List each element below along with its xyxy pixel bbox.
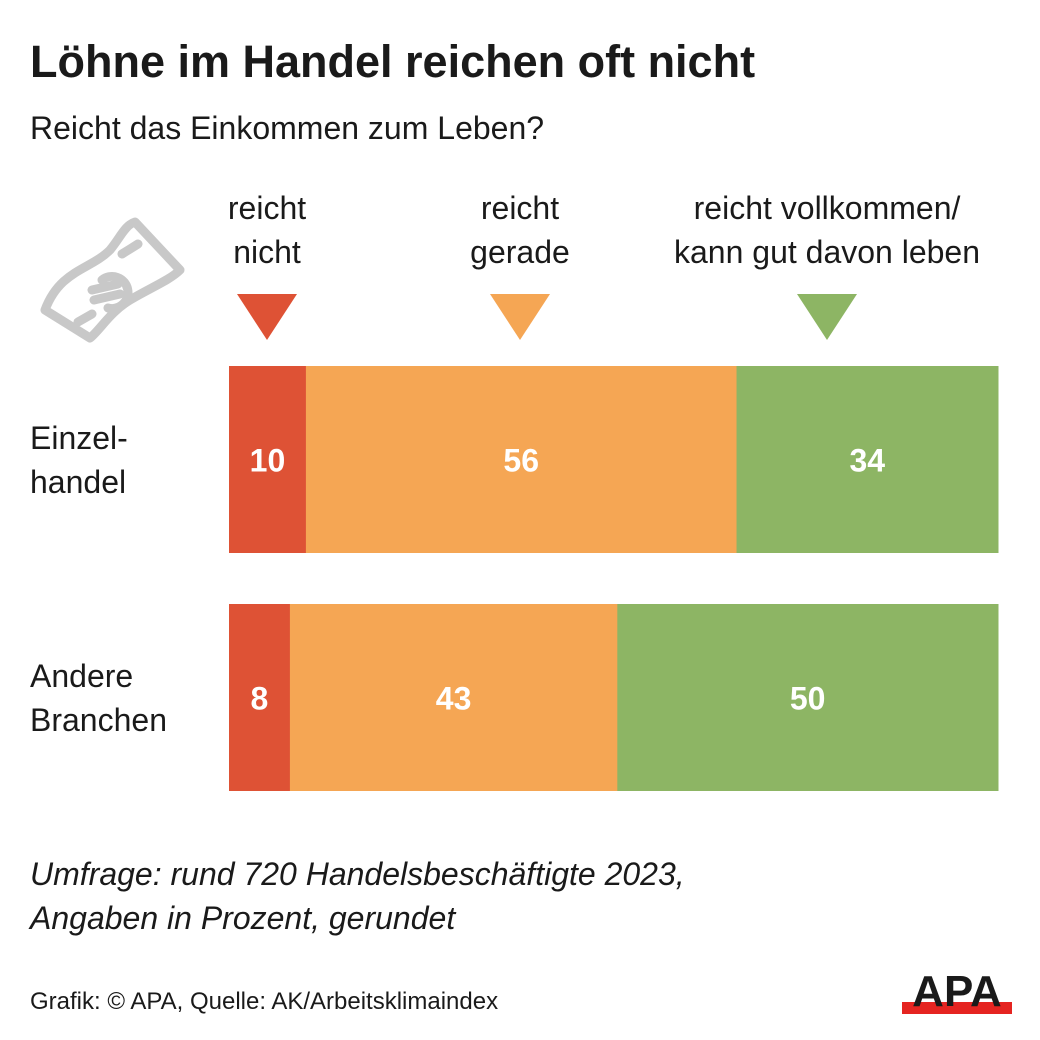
bar-segment xyxy=(617,604,999,791)
legend-label: reicht vollkommen/ kann gut davon leben xyxy=(673,190,981,270)
chart-title: Löhne im Handel reichen oft nicht xyxy=(30,36,756,87)
legend-marker-triangle xyxy=(237,294,297,340)
data-label: 10 xyxy=(250,443,286,479)
data-label: 8 xyxy=(251,681,269,717)
data-label: 56 xyxy=(503,443,539,479)
apa-logo: APA xyxy=(902,968,1012,1016)
category-label: Einzel- handel xyxy=(30,419,128,500)
euro-banknote-icon xyxy=(40,217,185,343)
category-label: Andere Branchen xyxy=(30,657,167,738)
legend-marker-triangle xyxy=(797,294,857,340)
bar-segment xyxy=(229,366,307,553)
bar-segment xyxy=(289,604,618,791)
data-label: 43 xyxy=(436,681,472,717)
data-label: 34 xyxy=(849,443,885,479)
data-label: 50 xyxy=(790,681,826,717)
legend-label: reicht nicht xyxy=(227,190,307,270)
legend-label: reicht gerade xyxy=(470,190,570,270)
bar-segment xyxy=(736,366,999,553)
svg-text:APA: APA xyxy=(912,968,1002,1016)
footnote: Umfrage: rund 720 Handelsbeschäftigte 20… xyxy=(30,856,685,936)
bar-segment xyxy=(305,366,738,553)
source-credit: Grafik: © APA, Quelle: AK/Arbeitsklimain… xyxy=(30,988,499,1015)
legend-marker-triangle xyxy=(490,294,550,340)
bar-segment xyxy=(229,604,291,791)
chart-subtitle: Reicht das Einkommen zum Leben? xyxy=(30,110,545,146)
